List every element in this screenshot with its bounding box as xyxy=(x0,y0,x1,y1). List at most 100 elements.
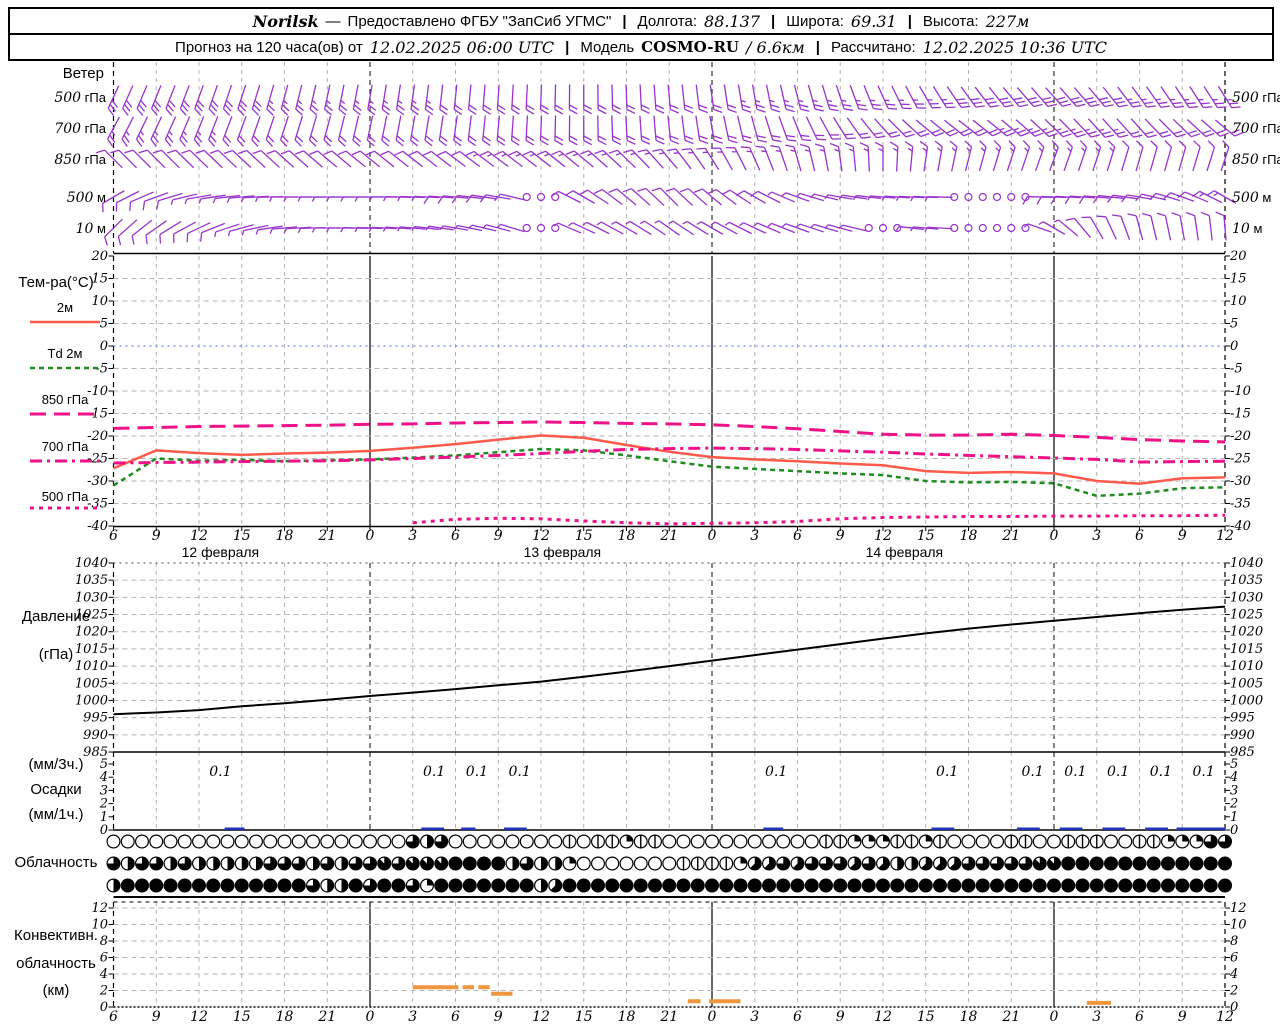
precip-amount-label: 0.1 xyxy=(508,764,530,780)
longitude-value: 88.137 xyxy=(704,11,760,31)
temp-tick-left: -20 xyxy=(87,429,108,444)
pressure-unit-label: (гПа) xyxy=(38,646,74,663)
model-resolution: / 6.6км xyxy=(746,37,805,57)
precip-tick-left: 3 xyxy=(100,783,108,798)
wind-row-700гПа xyxy=(107,115,1244,147)
hour-label-temp: 12 xyxy=(874,528,892,544)
forecast-time: 12.02.2025 06:00 UTC xyxy=(369,37,555,57)
latitude-label: Широта: xyxy=(786,12,844,30)
temp-tick-right: 20 xyxy=(1229,249,1247,264)
pressure-tick-right: 1030 xyxy=(1230,590,1263,605)
temp-tick-right: -30 xyxy=(1230,474,1251,489)
pressure-tick-left: 995 xyxy=(83,711,108,726)
pressure-tick-right: 1005 xyxy=(1230,676,1263,691)
temp-tick-right: -20 xyxy=(1230,429,1251,444)
hour-label-temp: 15 xyxy=(575,528,593,544)
convective-label-1: Конвективн. xyxy=(14,927,98,944)
precip-bar xyxy=(1016,827,1040,830)
legend-label-1: Td 2м xyxy=(48,346,83,361)
hour-label-temp: 9 xyxy=(494,528,503,544)
pressure-tick-right: 1035 xyxy=(1230,573,1263,588)
temp-tick-left: 5 xyxy=(100,317,108,332)
precip-label: Осадки xyxy=(30,781,82,798)
precip-1h-label: (мм/1ч.) xyxy=(28,806,84,823)
temp-tick-left: 10 xyxy=(91,294,108,309)
convective-tick-left: 6 xyxy=(100,951,108,966)
hour-label-temp: 12 xyxy=(532,528,550,544)
temp-tick-right: -5 xyxy=(1230,362,1243,377)
wind-level-label: 10 м xyxy=(1232,221,1262,237)
precip-bar xyxy=(421,827,445,830)
precip-bar xyxy=(1102,827,1126,830)
hour-label-temp: 15 xyxy=(233,528,251,544)
model-name: COSMO-RU xyxy=(641,38,739,56)
wind-barbs: 500 гПа 500 гПа 700 гПа 700 гПа 850 гПа 850 г… xyxy=(54,84,1280,246)
precip-amount-label: 0.1 xyxy=(466,764,488,780)
legend-label-2: 850 гПа xyxy=(42,392,89,407)
pressure-label: Давление xyxy=(21,608,91,625)
precip-amount-label: 0.1 xyxy=(936,764,958,780)
altitude-label: Высота: xyxy=(922,12,979,30)
wind-level-label: 500 м xyxy=(1232,190,1271,206)
precipitation: 0.1 0.1 0.1 0.1 0.1 0.1 0.1 0.1 0.1 0.1 0.1 xyxy=(209,764,1225,830)
cloud-row-3 xyxy=(106,878,1232,893)
hour-label-temp: 0 xyxy=(1050,528,1059,544)
hour-label-temp: 18 xyxy=(618,528,636,544)
hour-label-temp: 9 xyxy=(1178,528,1187,544)
pressure-tick-left: 1000 xyxy=(75,693,108,708)
precip-tick-right: 0 xyxy=(1230,823,1238,838)
cloudiness-label: Облачность xyxy=(14,854,98,871)
temp-tick-right: -10 xyxy=(1230,384,1251,399)
precip-tick-left: 5 xyxy=(100,757,108,772)
hour-label-bottom: 3 xyxy=(1092,1009,1101,1024)
wind-level-label: 500 гПа xyxy=(1232,90,1280,106)
wind-level-label: 500 гПа xyxy=(54,90,106,106)
precip-amount-label: 0.1 xyxy=(765,764,787,780)
convective-label-3: (км) xyxy=(42,982,70,999)
hour-label-bottom: 6 xyxy=(1135,1009,1144,1024)
hour-label-bottom: 0 xyxy=(708,1009,717,1024)
provider: Предоставлено ФГБУ "ЗапСиб УГМС" xyxy=(347,12,612,30)
convective-tick-right: 0 xyxy=(1230,1000,1238,1015)
separator: | xyxy=(622,12,627,30)
temp-tick-right: 5 xyxy=(1230,317,1238,332)
separator: | xyxy=(815,38,820,56)
calc-time: 12.02.2025 10:36 UTC xyxy=(922,37,1107,57)
pressure-tick-left: 1035 xyxy=(75,573,108,588)
convective-tick-right: 6 xyxy=(1230,951,1238,966)
hour-label-bottom: 12 xyxy=(190,1009,208,1024)
hour-label-temp: 9 xyxy=(836,528,845,544)
temp-tick-left: 15 xyxy=(91,272,108,287)
precip-amount-label: 0.1 xyxy=(1021,764,1043,780)
temp-tick-right: 10 xyxy=(1230,294,1247,309)
hour-label-bottom: 12 xyxy=(874,1009,892,1024)
legend-label-4: 500 гПа xyxy=(42,489,89,504)
temp-tick-left: -5 xyxy=(95,362,108,377)
wind-row-500м xyxy=(102,187,1237,213)
pressure-tick-right: 1000 xyxy=(1230,693,1263,708)
hour-label-bottom: 12 xyxy=(1216,1009,1234,1024)
separator: | xyxy=(565,38,570,56)
hour-label-temp: 3 xyxy=(750,528,759,544)
hour-label-temp: 6 xyxy=(793,528,802,544)
hour-label-bottom: 15 xyxy=(917,1009,935,1024)
pressure-series xyxy=(113,605,1226,716)
temp-tick-right: 0 xyxy=(1230,339,1238,354)
precip-bar xyxy=(224,827,245,830)
wind-row-500гПа xyxy=(107,84,1241,116)
hour-label-bottom: 6 xyxy=(451,1009,460,1024)
hour-label-bottom: 9 xyxy=(152,1009,161,1024)
precip-bar xyxy=(1176,827,1225,830)
pressure-tick-right: 995 xyxy=(1230,711,1255,726)
convective-tick-right: 8 xyxy=(1230,934,1238,949)
convective-tick-left: 12 xyxy=(91,901,108,916)
pressure-tick-left: 1020 xyxy=(75,625,108,640)
hour-label-bottom: 6 xyxy=(109,1009,118,1024)
temperature-axis-label: Тем-ра(°C) xyxy=(18,274,94,291)
temp-tick-left: -25 xyxy=(87,452,108,467)
pressure-tick-left: 1010 xyxy=(75,659,108,674)
temp-tick-left: -10 xyxy=(87,384,108,399)
precip-tick-right: 2 xyxy=(1229,797,1238,812)
hour-label-temp: 12 xyxy=(1216,528,1234,544)
